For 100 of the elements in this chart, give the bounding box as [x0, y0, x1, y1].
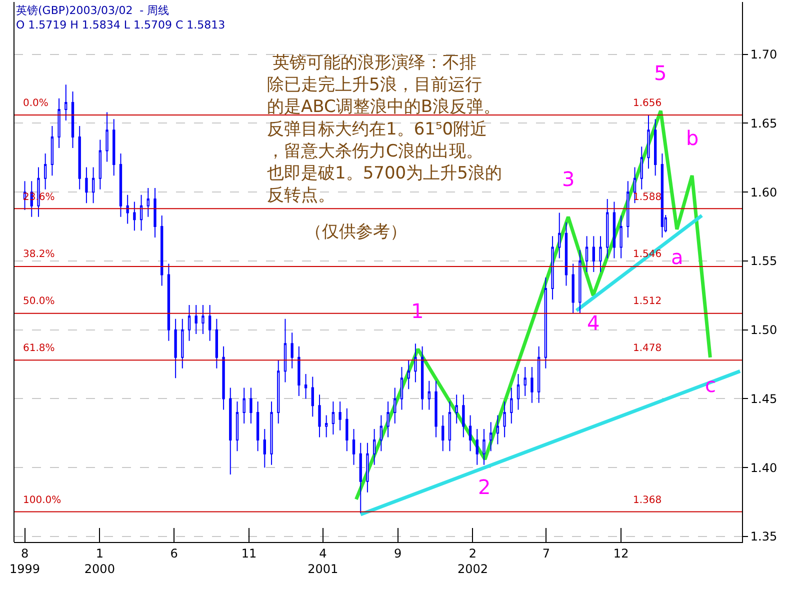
x-tick-label: 11	[241, 546, 257, 560]
candlestick	[106, 112, 108, 162]
candlestick	[572, 263, 574, 314]
candlestick	[160, 215, 164, 286]
candlestick	[564, 222, 568, 286]
annotation: （仅供参考）	[305, 222, 407, 242]
candlestick	[428, 380, 430, 410]
candlestick	[311, 376, 314, 418]
candlestick	[530, 366, 534, 404]
candlestick	[386, 400, 390, 438]
annotation: a	[671, 245, 684, 269]
candlestick	[660, 153, 664, 238]
candlestick	[448, 400, 452, 452]
y-tick-label: 1.60	[750, 185, 778, 200]
candlestick	[229, 387, 232, 475]
candlestick	[332, 400, 335, 436]
candlestick	[420, 346, 424, 410]
y-tick-label: 1.50	[750, 323, 778, 338]
candlestick	[537, 346, 540, 404]
annotation: 英镑可能的浪形演绎：不排除已走完上升5浪，目前运行的是ABC调整浪中的B浪反弹。反弹目标大约在1。61⁵0附近，留意大杀伤力C浪的出现。也即是破1。5700为上升5浪的反转点。	[267, 53, 502, 206]
candlestick	[270, 400, 273, 466]
candlestick	[44, 153, 47, 190]
candlestick	[250, 387, 252, 424]
candlestick	[146, 187, 150, 218]
candlestick	[181, 318, 184, 369]
candlestick	[304, 373, 308, 400]
annotation: 3	[562, 167, 575, 191]
candlestick	[71, 91, 74, 149]
y-tick-label: 1.40	[750, 460, 778, 475]
candlestick	[236, 400, 239, 452]
candlestick	[112, 118, 116, 176]
candlestick	[222, 346, 225, 410]
y-tick-label: 1.65	[750, 116, 778, 130]
candlestick	[434, 380, 438, 438]
candlestick	[263, 428, 266, 468]
candlestick	[462, 394, 465, 438]
annotation: 38.2%	[23, 249, 55, 260]
candlestick	[647, 114, 650, 170]
candlestick	[284, 318, 287, 383]
ref-line-label: 1.478	[633, 343, 662, 354]
candlestick	[194, 304, 198, 334]
x-tick-label: 4 2001	[308, 546, 338, 576]
x-tick-label: 2 2002	[457, 546, 488, 576]
candlestick	[400, 366, 404, 410]
ref-line-label: 1.512	[633, 296, 662, 307]
ref-line-label: 1.368	[633, 495, 662, 506]
candlestick	[64, 84, 68, 121]
annotation: b	[686, 126, 699, 150]
candlestick	[468, 414, 472, 452]
candlestick	[50, 125, 54, 176]
candlestick	[482, 428, 486, 466]
candlestick	[85, 166, 88, 204]
candlestick	[578, 249, 582, 314]
candlestick	[338, 400, 342, 431]
y-tick-label: 1.35	[750, 530, 778, 544]
candlestick	[126, 194, 129, 224]
y-tick-label: 1.55	[750, 254, 778, 268]
candlestick	[154, 187, 156, 238]
candlestick	[503, 400, 506, 438]
candlestick	[585, 236, 588, 272]
x-tick-label: 9	[394, 546, 402, 560]
candlestick	[551, 236, 554, 300]
candlestick	[366, 442, 369, 493]
candlestick	[372, 428, 376, 466]
candlestick	[256, 400, 260, 452]
candlestick	[606, 198, 609, 259]
candlestick	[58, 98, 60, 149]
candlestick	[325, 414, 328, 438]
x-tick-label: 1 2000	[84, 546, 115, 576]
candlestick	[208, 304, 212, 342]
candlestick	[626, 180, 630, 238]
candlestick	[620, 215, 622, 259]
candlestick	[442, 414, 444, 452]
candlestick	[140, 194, 143, 232]
annotation: 0.0%	[23, 98, 48, 109]
x-tick-label: 7	[542, 546, 550, 560]
candlestick	[654, 118, 657, 176]
annotation: 2	[478, 475, 491, 499]
candlestick	[524, 366, 526, 396]
candlestick	[215, 318, 218, 369]
annotation: 61.8%	[23, 343, 55, 354]
candlestick	[277, 360, 280, 424]
candlestick	[490, 422, 492, 452]
candlestick	[242, 387, 246, 424]
candlestick	[592, 236, 595, 272]
candlestick	[599, 236, 602, 272]
annotation: 50.0%	[23, 296, 55, 307]
candlestick	[78, 125, 81, 190]
candlestick	[98, 139, 102, 190]
candlestick	[167, 263, 170, 342]
candlestick	[119, 153, 122, 218]
chart-title: 英镑(GBP)2003/03/02 - 周线	[16, 4, 170, 17]
candlestick	[188, 304, 191, 342]
candlestick	[92, 166, 95, 204]
candlestick	[298, 346, 300, 396]
x-tick-label: 8 1999	[9, 546, 40, 576]
candlestick	[133, 201, 136, 232]
text: O 1.5719 H 1.5834 L 1.5709 C 1.5813	[16, 18, 226, 32]
candlestick	[352, 428, 356, 466]
x-tick-label: 12	[613, 546, 629, 560]
